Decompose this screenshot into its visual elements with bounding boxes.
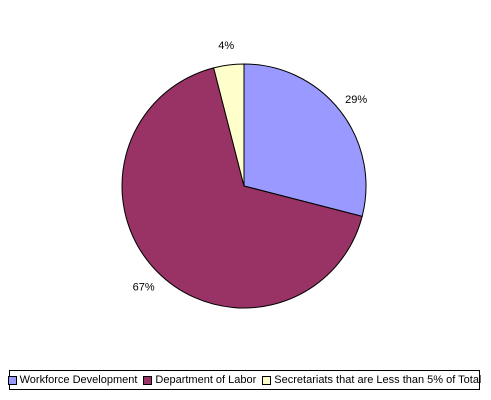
pie-slice-0 (243, 63, 367, 217)
legend-swatch (143, 375, 153, 385)
pie-chart: 29% 67% 4% (121, 40, 367, 309)
legend-label: Workforce Development (19, 374, 138, 386)
pie-data-label-2: 4% (218, 40, 234, 52)
legend-label: Secretariats that are Less than 5% of To… (274, 374, 482, 386)
legend-item-department-of-labor: Department of Labor (143, 374, 256, 386)
legend-item-workforce-development: Workforce Development (7, 374, 138, 386)
legend-item-secretariats-less-than-5pct: Secretariats that are Less than 5% of To… (262, 374, 481, 386)
legend-swatch (262, 375, 272, 385)
legend: Workforce Development Department of Labo… (7, 370, 481, 390)
pie-data-label-1: 67% (133, 281, 155, 293)
pie-slice-2 (213, 63, 245, 187)
legend-swatch (7, 375, 17, 385)
pie-data-label-0: 29% (345, 94, 367, 106)
legend-label: Department of Labor (155, 374, 257, 386)
pie-slice-1 (121, 67, 363, 309)
